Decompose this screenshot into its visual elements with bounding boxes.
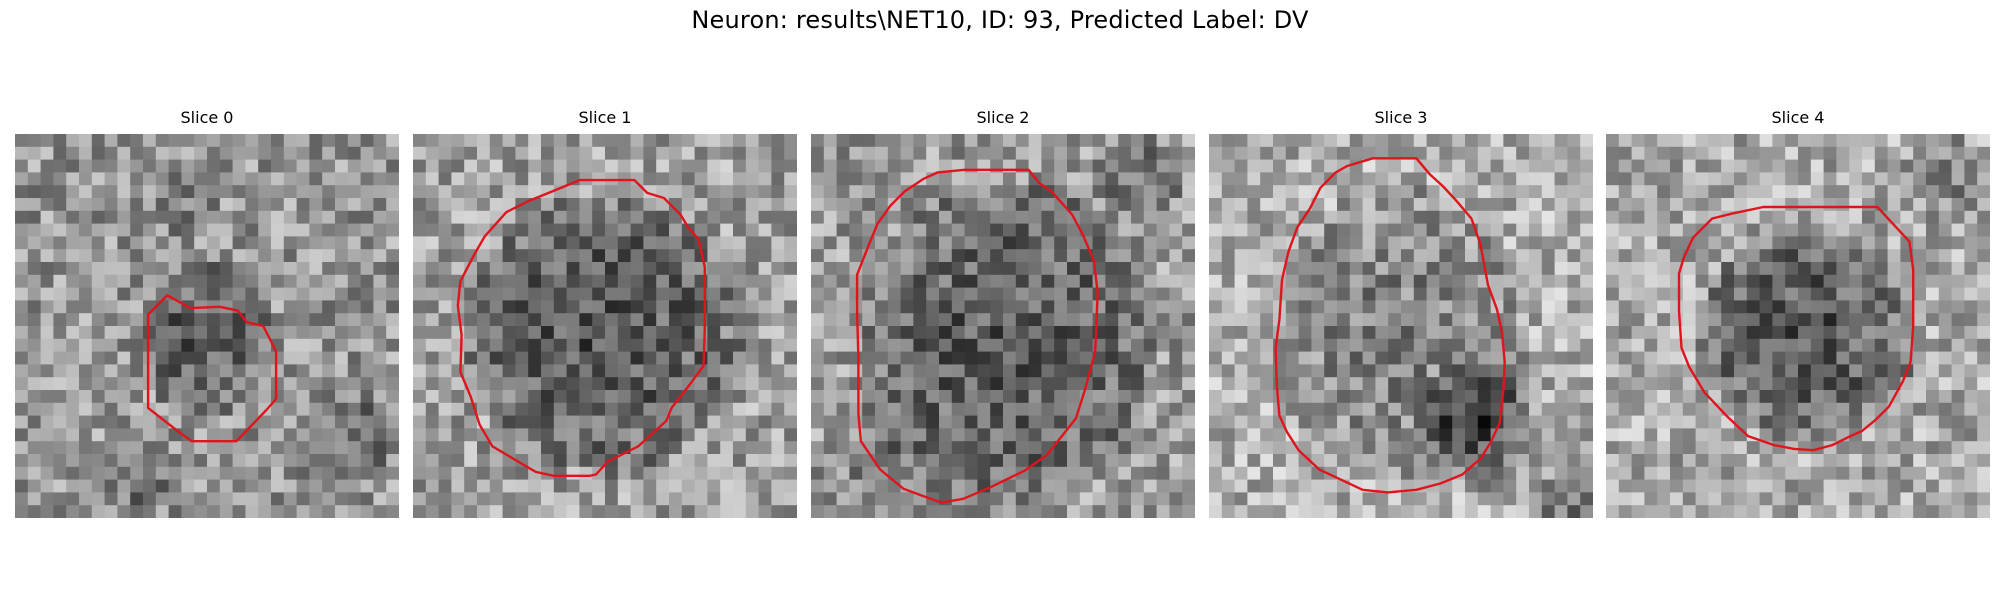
intensity-grid: [15, 134, 399, 518]
slice-image-1: [413, 134, 797, 518]
slice-image-4: [1606, 134, 1990, 518]
slice-image-3: [1209, 134, 1593, 518]
figure-title: Neuron: results\NET10, ID: 93, Predicted…: [691, 6, 1309, 34]
slice-title-0: Slice 0: [180, 108, 234, 127]
intensity-grid: [1606, 134, 1990, 518]
slice-title-1: Slice 1: [578, 108, 632, 127]
cell-contour: [456, 178, 706, 477]
slice-title-4: Slice 4: [1771, 108, 1825, 127]
slice-image-2: [811, 134, 1195, 518]
intensity-grid: [413, 134, 797, 518]
cell-contour: [146, 294, 278, 443]
slice-title-2: Slice 2: [976, 108, 1030, 127]
cell-contour: [1274, 157, 1506, 494]
intensity-grid: [811, 134, 1195, 518]
slice-image-0: [15, 134, 399, 518]
intensity-grid: [1209, 134, 1593, 518]
cell-contour: [855, 168, 1099, 504]
slice-title-3: Slice 3: [1374, 108, 1428, 127]
cell-contour: [1677, 205, 1915, 452]
